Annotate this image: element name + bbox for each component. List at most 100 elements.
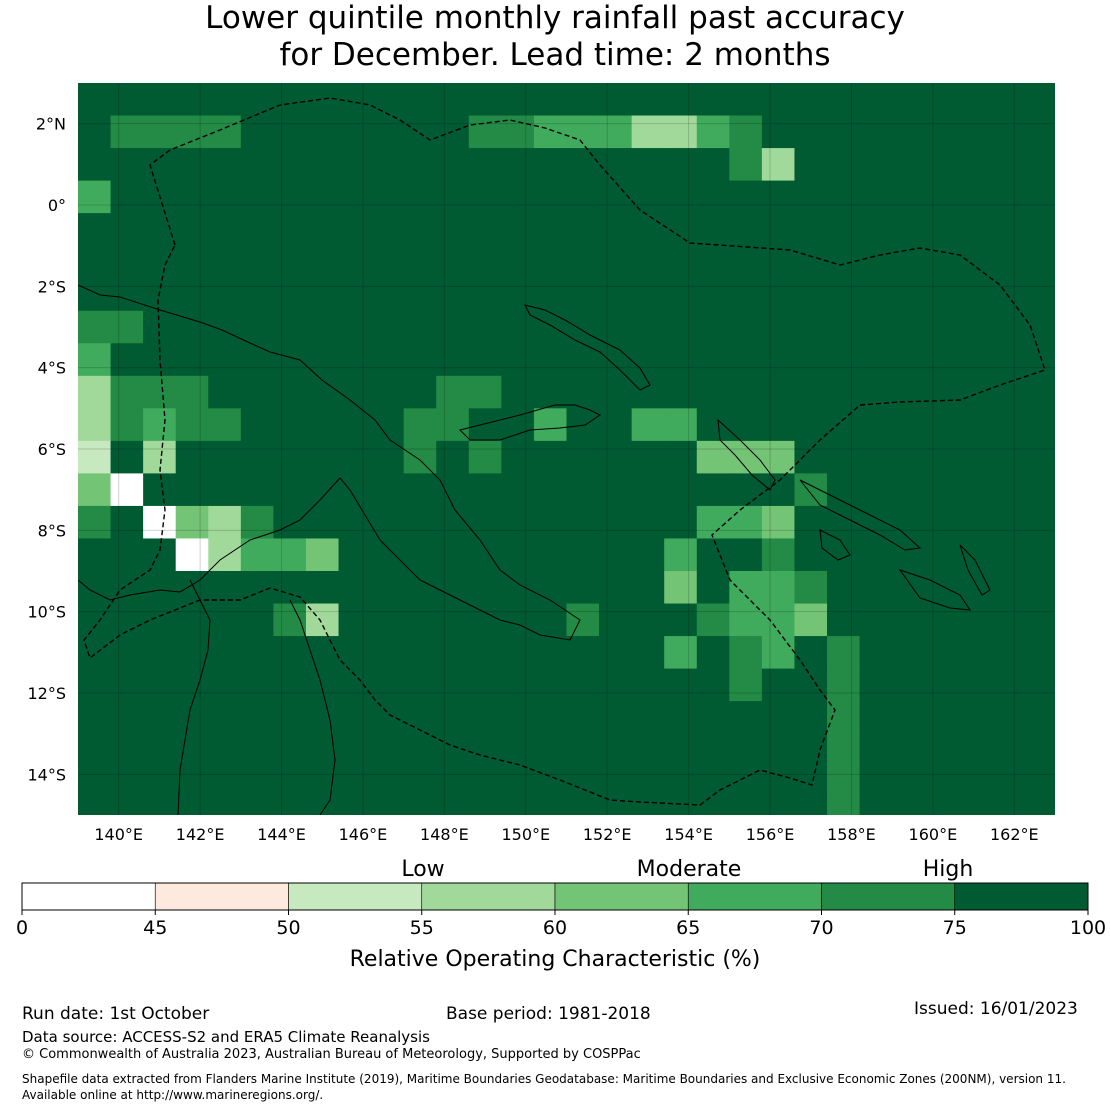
grid-cell: [208, 83, 242, 117]
grid-cell: [468, 636, 502, 670]
grid-cell: [664, 994, 697, 1027]
grid-cell: [273, 994, 306, 1027]
grid-cell: [729, 603, 763, 637]
grid-cell: [468, 408, 502, 442]
x-tick-label: 144°E: [257, 825, 306, 844]
grid-cell: [827, 180, 861, 214]
grid-cell: [599, 668, 633, 702]
grid-cell: [794, 1092, 827, 1110]
graticule: [78, 83, 1055, 815]
grid-cell: [631, 245, 665, 279]
grid-cell: [501, 473, 535, 507]
grid-cell: [436, 343, 470, 377]
grid-cell: [696, 440, 730, 474]
grid-cell: [240, 766, 274, 800]
grid-cell: [501, 180, 535, 214]
grid-cell: [273, 180, 307, 214]
grid-cell: [827, 213, 861, 247]
grid-cell: [436, 440, 470, 474]
grid-cell: [664, 343, 698, 377]
grid-cell: [729, 571, 763, 605]
grid-cell: [599, 473, 633, 507]
grid-cell: [696, 668, 730, 702]
grid-cell: [664, 505, 698, 540]
grid-cell: [729, 343, 763, 377]
grid-cell: [208, 343, 242, 377]
y-tick-label: 2°N: [36, 115, 66, 134]
grid-cell: [403, 310, 437, 344]
grid-cell: [111, 929, 144, 962]
grid-cell: [371, 538, 405, 572]
grid-cell: [664, 310, 698, 344]
grid-cell: [924, 473, 958, 507]
grid-cell: [436, 636, 470, 670]
grid-cell: [78, 148, 112, 182]
x-tick-label: 162°E: [990, 825, 1039, 844]
x-tick-label: 156°E: [746, 825, 795, 844]
grid-cell: [567, 1092, 600, 1110]
grid-cell: [468, 571, 502, 605]
colorbar-tick-label: 45: [143, 917, 167, 939]
grid-cell: [1022, 180, 1055, 214]
grid-cell: [696, 733, 730, 767]
grid-cell: [566, 440, 600, 474]
grid-cell: [696, 83, 730, 117]
grid-cell: [305, 83, 340, 117]
grid-cell: [501, 83, 535, 117]
legend-category-low: Low: [401, 857, 444, 882]
grid-cell: [175, 701, 209, 735]
grid-cell: [664, 603, 698, 637]
grid-cell: [924, 571, 958, 605]
grid-cell: [143, 603, 177, 637]
grid-cell: [175, 245, 209, 279]
x-tick-label: 146°E: [339, 825, 388, 844]
grid-cell: [240, 408, 274, 442]
grid-cell: [501, 701, 535, 735]
grid-cell: [468, 245, 502, 279]
grid-cell: [794, 148, 828, 182]
grid-cell: [859, 408, 893, 442]
grid-cell: [78, 83, 112, 117]
grid-cell: [957, 310, 991, 344]
grid-cell: [533, 278, 568, 312]
grid-cell: [859, 571, 893, 605]
grid-cell: [533, 440, 568, 474]
grid-cell: [371, 636, 405, 670]
grid-cell: [1022, 929, 1055, 962]
grid-cell: [924, 636, 958, 670]
grid-cell: [371, 310, 405, 344]
x-tick-label: 154°E: [664, 825, 713, 844]
grid-cell: [599, 180, 633, 214]
grid-cell: [403, 766, 437, 800]
colorbar-tick-label: 60: [543, 917, 567, 939]
grid-cell: [892, 1026, 925, 1059]
grid-cell: [338, 408, 372, 442]
grid-cell: [957, 148, 991, 182]
grid-cell: [371, 148, 405, 182]
grid-cell: [599, 375, 633, 409]
grid-cell: [566, 603, 600, 637]
grid-cell: [1055, 734, 1088, 767]
grid-cell: [501, 798, 535, 815]
grid-cell: [696, 701, 730, 735]
grid-cell: [599, 701, 633, 735]
grid-cell: [664, 408, 698, 442]
grid-cell: [338, 278, 372, 312]
grid-cell: [533, 473, 568, 507]
grid-cell: [175, 213, 209, 247]
grid-cell: [436, 245, 470, 279]
grid-cell: [338, 473, 372, 507]
grid-cell: [794, 180, 828, 214]
grid-cell: [371, 766, 405, 800]
grid-cell: [860, 929, 893, 962]
grid-cell: [859, 148, 893, 182]
grid-cell: [859, 440, 893, 474]
grid-cell: [729, 375, 763, 409]
grid-cell: [175, 603, 209, 637]
grid-cell: [143, 115, 177, 149]
grid-cell: [794, 343, 828, 377]
grid-cell: [110, 505, 144, 540]
grid-cell: [762, 994, 795, 1027]
grid-cell: [1022, 1092, 1055, 1110]
